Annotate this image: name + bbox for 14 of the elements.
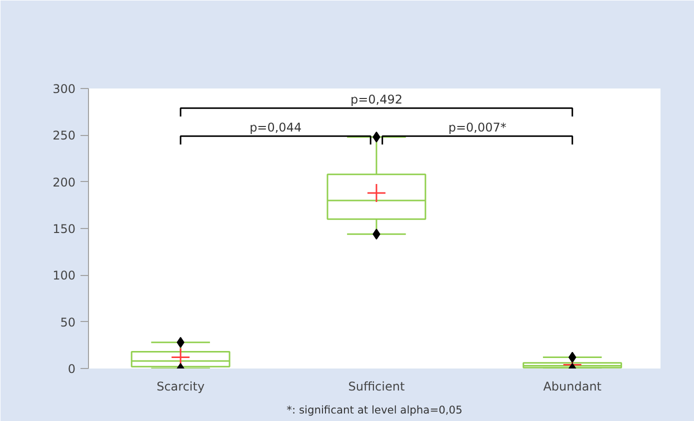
y-tick-label: 100 <box>52 268 76 283</box>
y-tick-label: 200 <box>52 175 76 190</box>
y-tick-label: 300 <box>52 82 76 96</box>
x-tick-label: Sufficient <box>348 380 405 394</box>
y-tick-label: 150 <box>52 222 76 236</box>
annotation: p=0,007* <box>448 120 506 135</box>
text: *: significant at level alpha=0,05 <box>286 404 462 416</box>
y-tick-label: 50 <box>60 315 76 330</box>
x-tick-label: Abundant <box>543 380 602 394</box>
y-tick-label: 0 <box>68 362 76 376</box>
annotation: p=0,044 <box>250 120 302 135</box>
annotation: p=0,492 <box>350 92 402 107</box>
y-tick-label: 250 <box>52 128 76 143</box>
x-tick-label: Scarcity <box>156 380 205 394</box>
